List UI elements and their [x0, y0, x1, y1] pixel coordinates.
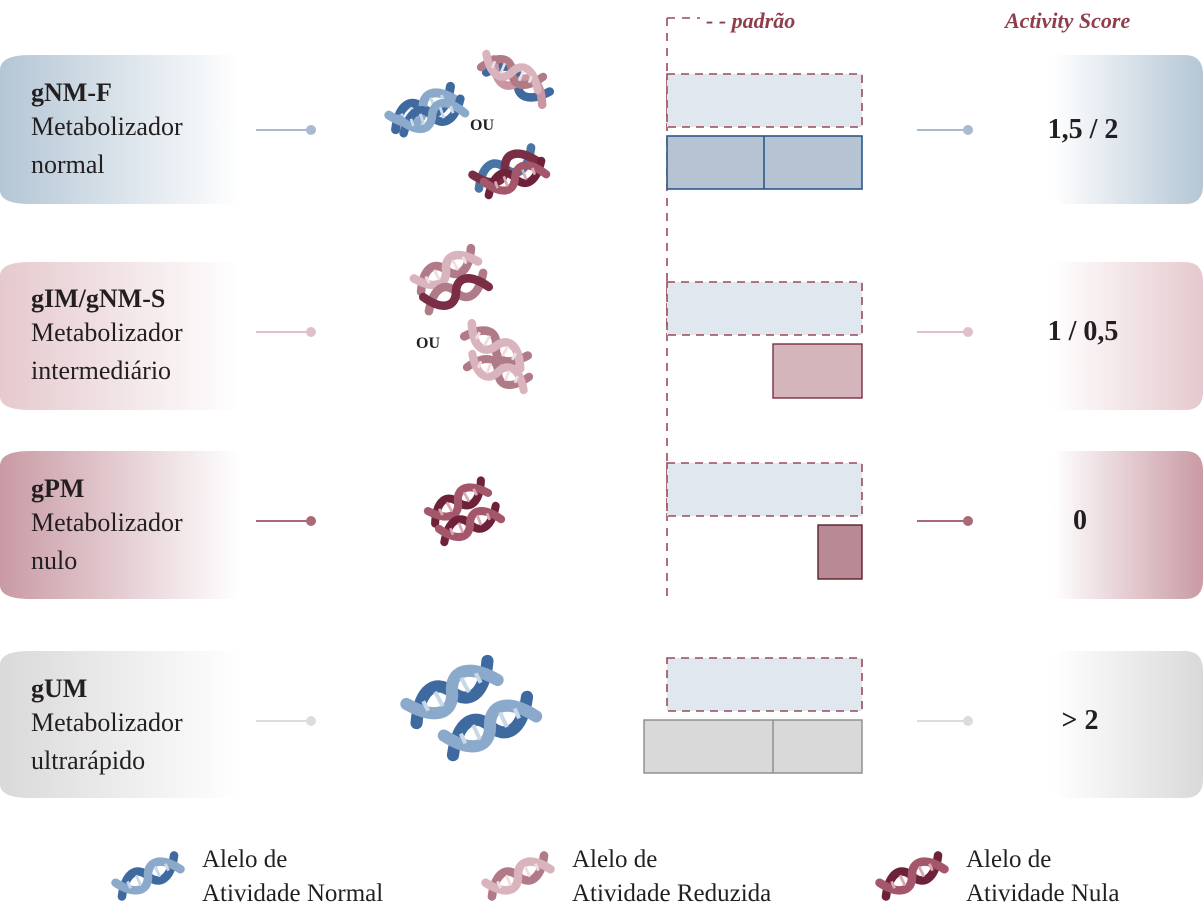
row-intermediate [0, 247, 1203, 410]
score-panel-null [1053, 451, 1203, 599]
phenotype-line2: nulo [31, 546, 78, 575]
row-null [0, 451, 1203, 599]
phenotype-line2: ultrarápido [31, 746, 146, 775]
phenotype-label: gIM/gNM-S Metabolizador intermediário [31, 284, 183, 390]
activity-bar-intermediate [772, 343, 863, 399]
score-panel-ultrarapid [1053, 651, 1203, 798]
legend-item-null: Alelo de Atividade Nula [966, 843, 1119, 911]
standard-legend-label: - - padrão [706, 8, 796, 33]
maroon-dna-icon [879, 854, 945, 898]
phenotype-code: gPM [31, 474, 85, 503]
connector-dot [963, 125, 973, 135]
legend-line1: Alelo de [572, 846, 658, 873]
phenotype-line1: Metabolizador [31, 508, 183, 537]
legend-item-reduced: Alelo de Atividade Reduzida [572, 843, 771, 911]
phenotype-panel-null [0, 451, 240, 599]
connector-dot [306, 327, 316, 337]
normal-allele-icon [443, 695, 537, 757]
legend-line2: Atividade Normal [202, 880, 384, 907]
phenotype-code: gIM/gNM-S [31, 284, 166, 313]
legend-line1: Alelo de [202, 846, 288, 873]
phenotype-line2: intermediário [31, 356, 172, 385]
phenotype-panel-intermediate [0, 262, 240, 410]
phenotype-label: gNM-F Metabolizador normal [31, 78, 183, 184]
connector-dot [963, 516, 973, 526]
or-label: OU [416, 335, 440, 352]
phenotype-line1: Metabolizador [31, 708, 183, 737]
normal-allele-icon [405, 659, 498, 725]
activity-score-value: 0 [1073, 505, 1087, 536]
legend-item-normal: Alelo de Atividade Normal [202, 843, 383, 911]
standard-box [666, 657, 863, 712]
or-label: OU [470, 117, 494, 134]
phenotype-code: gNM-F [31, 78, 112, 107]
blue-dna-icon [115, 854, 181, 898]
phenotype-panel-ultrarapid [0, 651, 240, 798]
activity-score-value: 1 / 0,5 [1047, 316, 1119, 347]
activity-bar-ultrarapid [643, 719, 863, 774]
row-normal [0, 52, 1203, 204]
connector-dot [963, 716, 973, 726]
row-ultrarapid [0, 651, 1203, 798]
connector-dot [306, 716, 316, 726]
activity-score-header: Activity Score [1005, 8, 1131, 33]
phenotype-line1: Metabolizador [31, 112, 183, 141]
phenotype-line1: Metabolizador [31, 318, 183, 347]
phenotype-label: gUM Metabolizador ultrarápido [31, 674, 183, 780]
score-panel-intermediate [1053, 262, 1203, 410]
legend-line1: Alelo de [966, 846, 1052, 873]
standard-box [666, 462, 863, 517]
standard-box [666, 73, 863, 128]
connector-dot [306, 516, 316, 526]
standard-box [666, 281, 863, 336]
connector-dot [963, 327, 973, 337]
phenotype-line2: normal [31, 150, 105, 179]
phenotype-code: gUM [31, 674, 88, 703]
activity-score-value: 1,5 / 2 [1047, 114, 1119, 145]
pink-dna-icon [485, 854, 551, 898]
legend-line2: Atividade Reduzida [572, 880, 772, 907]
null-allele-icon [438, 504, 501, 543]
phenotype-panel-normal [0, 55, 240, 204]
connector-dot [306, 125, 316, 135]
activity-bar-null [817, 524, 863, 580]
legend-line2: Atividade Nula [966, 880, 1120, 907]
phenotype-label: gPM Metabolizador nulo [31, 474, 183, 580]
activity-score-value: > 2 [1061, 705, 1099, 736]
score-panel-normal [1053, 55, 1203, 204]
